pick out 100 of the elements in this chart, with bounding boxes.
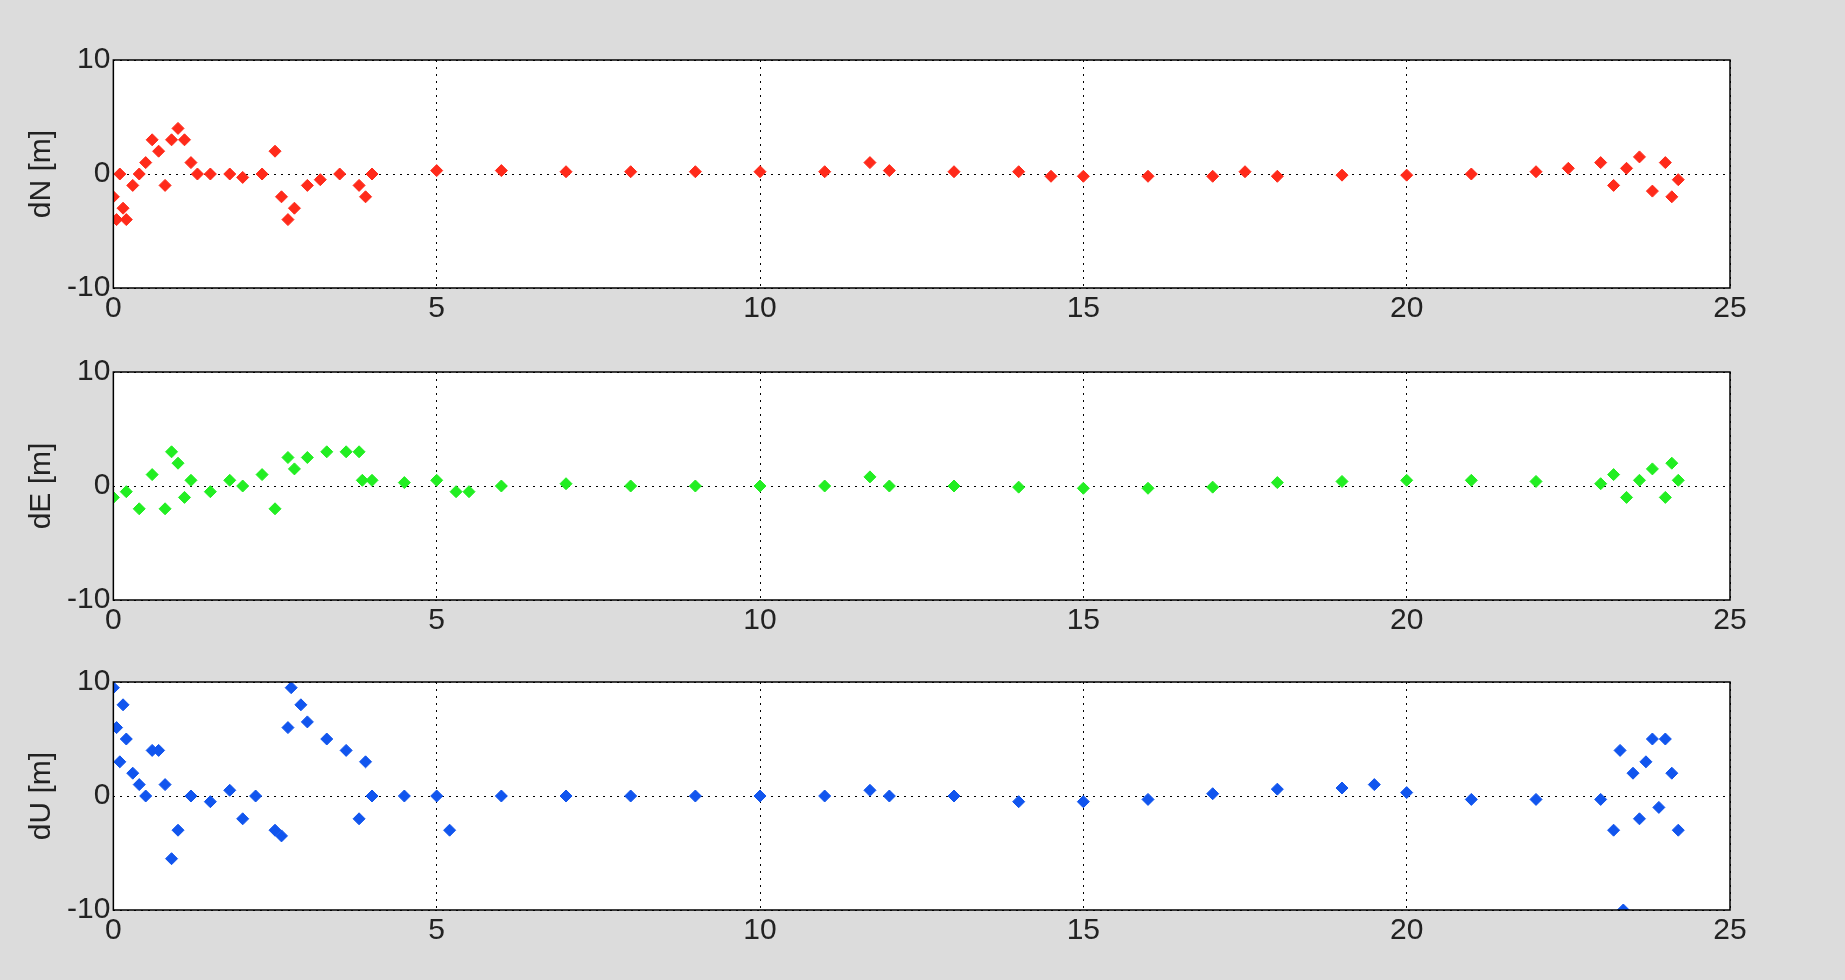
point	[1012, 165, 1026, 179]
point	[203, 167, 217, 181]
point	[1012, 480, 1026, 494]
point	[449, 485, 463, 499]
point	[171, 121, 185, 135]
point	[132, 502, 146, 516]
x-tick-label: 5	[428, 290, 446, 324]
point	[818, 165, 832, 179]
x-tick-label: 25	[1713, 912, 1747, 946]
point	[1529, 165, 1543, 179]
x-tick-label: 20	[1389, 912, 1424, 946]
point	[171, 456, 185, 470]
point	[1645, 462, 1659, 476]
y-tick-label: 0	[93, 155, 111, 189]
point	[359, 190, 373, 204]
point	[1594, 477, 1608, 491]
point	[1620, 490, 1634, 504]
point	[1335, 474, 1349, 488]
point	[863, 470, 877, 484]
point	[177, 490, 191, 504]
point	[1594, 156, 1608, 170]
point	[882, 479, 896, 493]
point	[158, 178, 172, 192]
point	[145, 133, 159, 147]
point	[158, 502, 172, 516]
point	[281, 451, 295, 464]
point	[223, 167, 237, 181]
x-tick-label: 20	[1389, 602, 1424, 636]
point	[1671, 173, 1685, 187]
x-tick-label: 15	[1066, 290, 1101, 324]
x-tick-label: 15	[1066, 912, 1101, 946]
point	[190, 167, 204, 181]
point	[1632, 150, 1646, 164]
point	[236, 479, 250, 493]
point	[184, 473, 198, 487]
point	[1607, 178, 1621, 192]
point	[1464, 167, 1478, 181]
point	[688, 165, 702, 179]
point	[753, 479, 767, 493]
point	[126, 178, 140, 192]
x-tick-label: 15	[1066, 602, 1101, 636]
x-tick-label: 25	[1713, 602, 1747, 636]
x-tick-label: 5	[428, 912, 446, 946]
point	[165, 445, 179, 459]
point	[268, 144, 282, 158]
point	[165, 133, 179, 147]
point	[352, 445, 366, 459]
point	[139, 156, 153, 170]
point	[145, 468, 159, 482]
point	[313, 173, 327, 187]
point	[1632, 473, 1646, 487]
x-tick-label: 10	[743, 602, 777, 636]
x-tick-label: 5	[428, 602, 446, 636]
point	[1044, 169, 1058, 183]
point	[255, 468, 269, 482]
point	[113, 167, 127, 181]
point	[624, 165, 638, 179]
point	[397, 476, 411, 490]
point	[1238, 165, 1252, 179]
point	[753, 165, 767, 179]
point	[320, 445, 334, 459]
point	[1206, 169, 1220, 183]
point	[365, 473, 379, 487]
point	[947, 479, 961, 493]
point	[255, 167, 269, 181]
point	[1665, 456, 1679, 470]
point	[333, 167, 347, 181]
point	[287, 201, 301, 215]
point	[300, 451, 314, 464]
x-tick-label: 10	[743, 290, 777, 324]
point	[1671, 473, 1685, 487]
point	[223, 473, 237, 487]
point	[1270, 476, 1284, 490]
y-tick-label: 10	[76, 353, 111, 387]
point	[1620, 161, 1634, 175]
point	[1607, 468, 1621, 482]
point	[559, 477, 573, 491]
point	[882, 164, 896, 178]
point	[236, 170, 250, 184]
point	[1658, 156, 1672, 170]
point	[462, 485, 476, 499]
y-tick-label: 0	[93, 777, 111, 811]
point	[1464, 473, 1478, 487]
point	[177, 133, 191, 147]
point	[947, 165, 961, 179]
point	[494, 164, 508, 178]
point	[339, 445, 353, 459]
point	[430, 164, 444, 178]
point	[268, 502, 282, 516]
point	[365, 167, 379, 181]
point	[119, 485, 133, 499]
point	[119, 213, 133, 227]
point	[116, 201, 130, 215]
point	[184, 156, 198, 170]
point	[132, 167, 146, 181]
y-axis-title: dE [m]	[23, 442, 57, 530]
point	[624, 479, 638, 493]
point	[1561, 161, 1575, 175]
x-tick-label: 20	[1389, 290, 1424, 324]
point	[863, 156, 877, 170]
